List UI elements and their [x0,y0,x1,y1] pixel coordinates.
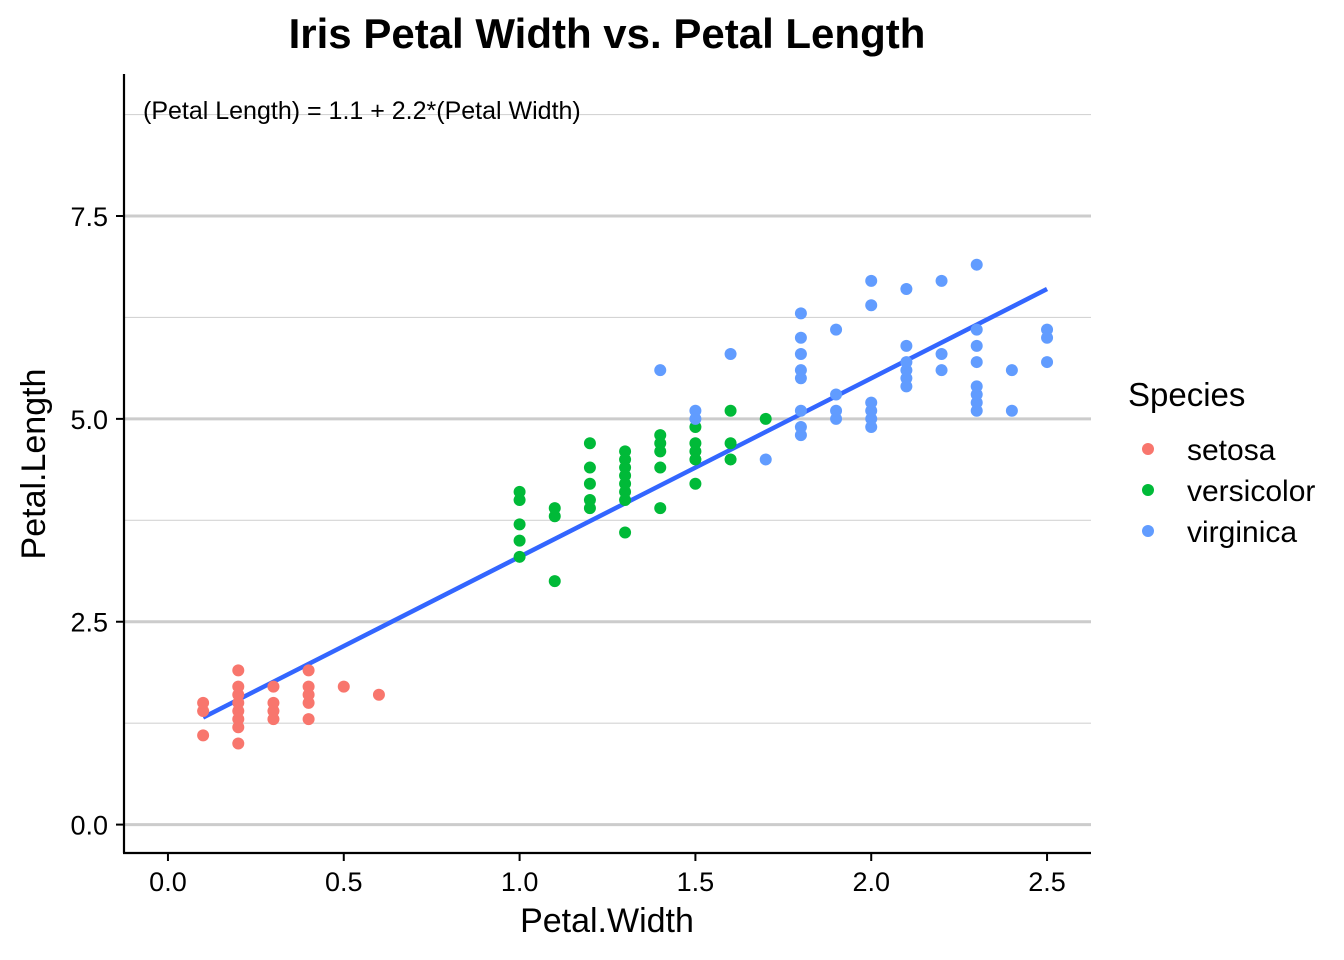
data-point-virginica [970,323,983,336]
data-point-versicolor [548,575,561,588]
data-point-virginica [1041,323,1054,336]
data-point-virginica [794,307,807,320]
data-point-versicolor [724,437,737,450]
data-point-virginica [689,404,702,417]
data-point-virginica [970,380,983,393]
data-point-virginica [935,364,948,377]
data-point-versicolor [689,437,702,450]
data-point-virginica [830,388,843,401]
grid-lines [124,113,1091,827]
data-point-virginica [970,356,983,369]
data-point-virginica [794,364,807,377]
data-point-virginica [865,299,878,312]
x-tick-label: 1.5 [677,867,715,897]
x-axis-title: Petal.Width [520,902,694,940]
data-point-setosa [337,680,350,693]
x-tick-label: 0.5 [325,867,363,897]
data-point-virginica [970,339,983,352]
axis-ticks: 0.0 0.5 1.0 1.5 2.0 2.5 0.0 2.5 5.0 7.5 [70,202,1065,897]
y-tick-label: 5.0 [70,405,108,435]
data-point-setosa [197,729,210,742]
data-point-setosa [232,737,245,750]
data-point-virginica [865,396,878,409]
data-point-virginica [970,258,983,271]
data-point-versicolor [513,534,526,547]
data-point-virginica [1005,364,1018,377]
y-tick-label: 0.0 [70,811,108,841]
legend-key-virginica [1142,525,1154,537]
data-point-virginica [830,323,843,336]
data-point-virginica [724,347,737,360]
legend-label-setosa: setosa [1187,434,1276,467]
data-point-setosa [197,696,210,709]
data-point-virginica [794,347,807,360]
data-point-versicolor [654,461,667,474]
data-point-setosa [267,680,280,693]
legend: Species setosa versicolor virginica [1128,376,1315,549]
axes [122,74,1091,855]
data-point-versicolor [548,502,561,515]
data-point-virginica [759,453,772,466]
data-point-setosa [302,680,315,693]
data-point-setosa [267,696,280,709]
data-point-virginica [794,420,807,433]
data-point-virginica [900,339,913,352]
data-point-virginica [1041,356,1054,369]
data-point-setosa [232,664,245,677]
data-point-virginica [794,331,807,344]
x-tick-label: 2.0 [852,867,890,897]
data-point-setosa [302,664,315,677]
data-point-versicolor [619,526,632,539]
data-point-setosa [372,688,385,701]
data-point-versicolor [513,550,526,563]
legend-label-virginica: virginica [1187,516,1297,549]
data-point-versicolor [513,485,526,498]
regression-equation: (Petal Length) = 1.1 + 2.2*(Petal Width) [143,97,581,125]
x-tick-label: 2.5 [1028,867,1066,897]
data-point-versicolor [583,437,596,450]
data-point-versicolor [759,412,772,425]
legend-key-setosa [1142,443,1154,455]
data-point-virginica [794,404,807,417]
data-point-setosa [302,713,315,726]
data-point-versicolor [583,461,596,474]
data-point-versicolor [654,502,667,515]
legend-items: setosa versicolor virginica [1142,434,1315,549]
legend-key-versicolor [1142,484,1154,496]
data-point-versicolor [654,429,667,442]
data-point-virginica [900,283,913,296]
y-axis-title: Petal.Length [15,369,53,560]
data-point-virginica [654,364,667,377]
legend-title: Species [1128,376,1245,413]
data-point-virginica [865,274,878,287]
data-point-virginica [935,347,948,360]
data-point-versicolor [724,404,737,417]
data-point-versicolor [513,518,526,531]
data-point-virginica [935,274,948,287]
data-point-virginica [830,404,843,417]
data-point-virginica [1005,404,1018,417]
chart-title: Iris Petal Width vs. Petal Length [289,10,926,57]
x-tick-label: 1.0 [501,867,539,897]
data-point-virginica [900,356,913,369]
y-tick-label: 2.5 [70,608,108,638]
y-tick-label: 7.5 [70,202,108,232]
x-tick-label: 0.0 [149,867,187,897]
data-points [197,258,1054,750]
data-point-versicolor [689,477,702,490]
data-point-versicolor [583,477,596,490]
legend-label-versicolor: versicolor [1187,475,1315,508]
data-point-versicolor [583,494,596,507]
data-point-versicolor [619,445,632,458]
data-point-setosa [232,680,245,693]
data-point-versicolor [724,453,737,466]
